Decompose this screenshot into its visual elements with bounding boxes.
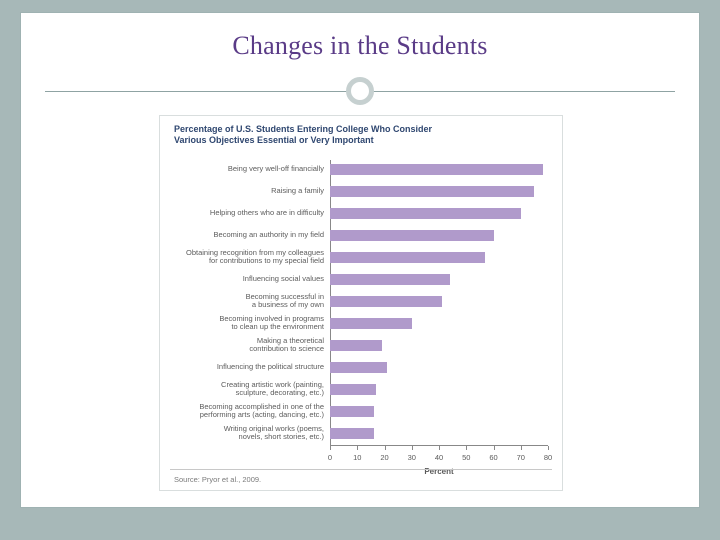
accent-circle-icon <box>346 77 374 105</box>
bar <box>330 318 412 329</box>
category-label: Becoming an authority in my field <box>164 231 324 240</box>
bar <box>330 230 494 241</box>
category-label: Becoming accomplished in one of theperfo… <box>164 403 324 420</box>
bar <box>330 362 387 373</box>
category-label: Helping others who are in difficulty <box>164 209 324 218</box>
bar <box>330 274 450 285</box>
bar <box>330 406 374 417</box>
category-label: Becoming successful ina business of my o… <box>164 293 324 310</box>
x-tick-label: 20 <box>380 453 388 462</box>
x-tick <box>466 446 467 450</box>
bar <box>330 340 382 351</box>
bar <box>330 384 376 395</box>
x-tick <box>385 446 386 450</box>
x-tick-label: 0 <box>328 453 332 462</box>
category-label: Becoming involved in programsto clean up… <box>164 315 324 332</box>
category-label: Raising a family <box>164 187 324 196</box>
x-tick-label: 40 <box>435 453 443 462</box>
x-tick-label: 70 <box>517 453 525 462</box>
x-tick-label: 10 <box>353 453 361 462</box>
bar <box>330 186 534 197</box>
category-label: Writing original works (poems,novels, sh… <box>164 425 324 442</box>
title-wrap: Changes in the Students <box>21 31 699 61</box>
chart-title-line1: Percentage of U.S. Students Entering Col… <box>174 124 432 134</box>
chart-source: Source: Pryor et al., 2009. <box>174 475 261 484</box>
x-tick-label: 80 <box>544 453 552 462</box>
x-tick <box>548 446 549 450</box>
chart-panel: Percentage of U.S. Students Entering Col… <box>159 115 563 491</box>
slide-title: Changes in the Students <box>21 31 699 61</box>
category-label: Being very well-off financially <box>164 165 324 174</box>
category-label: Influencing the political structure <box>164 363 324 372</box>
x-tick-label: 30 <box>408 453 416 462</box>
bar <box>330 164 543 175</box>
bar <box>330 296 442 307</box>
category-label: Influencing social values <box>164 275 324 284</box>
plot-area: Percent Being very well-off financiallyR… <box>330 160 548 446</box>
category-label: Creating artistic work (painting,sculptu… <box>164 381 324 398</box>
category-label: Obtaining recognition from my colleagues… <box>164 249 324 266</box>
x-tick <box>357 446 358 450</box>
x-tick-label: 60 <box>489 453 497 462</box>
bar <box>330 428 374 439</box>
x-tick-label: 50 <box>462 453 470 462</box>
slide-card: Changes in the Students Percentage of U.… <box>20 12 700 508</box>
x-tick <box>521 446 522 450</box>
bar <box>330 252 485 263</box>
x-tick <box>494 446 495 450</box>
chart-title-line2: Various Objectives Essential or Very Imp… <box>174 135 374 145</box>
bar <box>330 208 521 219</box>
x-tick <box>330 446 331 450</box>
chart-title: Percentage of U.S. Students Entering Col… <box>174 124 432 145</box>
x-tick <box>412 446 413 450</box>
x-tick <box>439 446 440 450</box>
category-label: Making a theoreticalcontribution to scie… <box>164 337 324 354</box>
source-divider <box>170 469 552 470</box>
